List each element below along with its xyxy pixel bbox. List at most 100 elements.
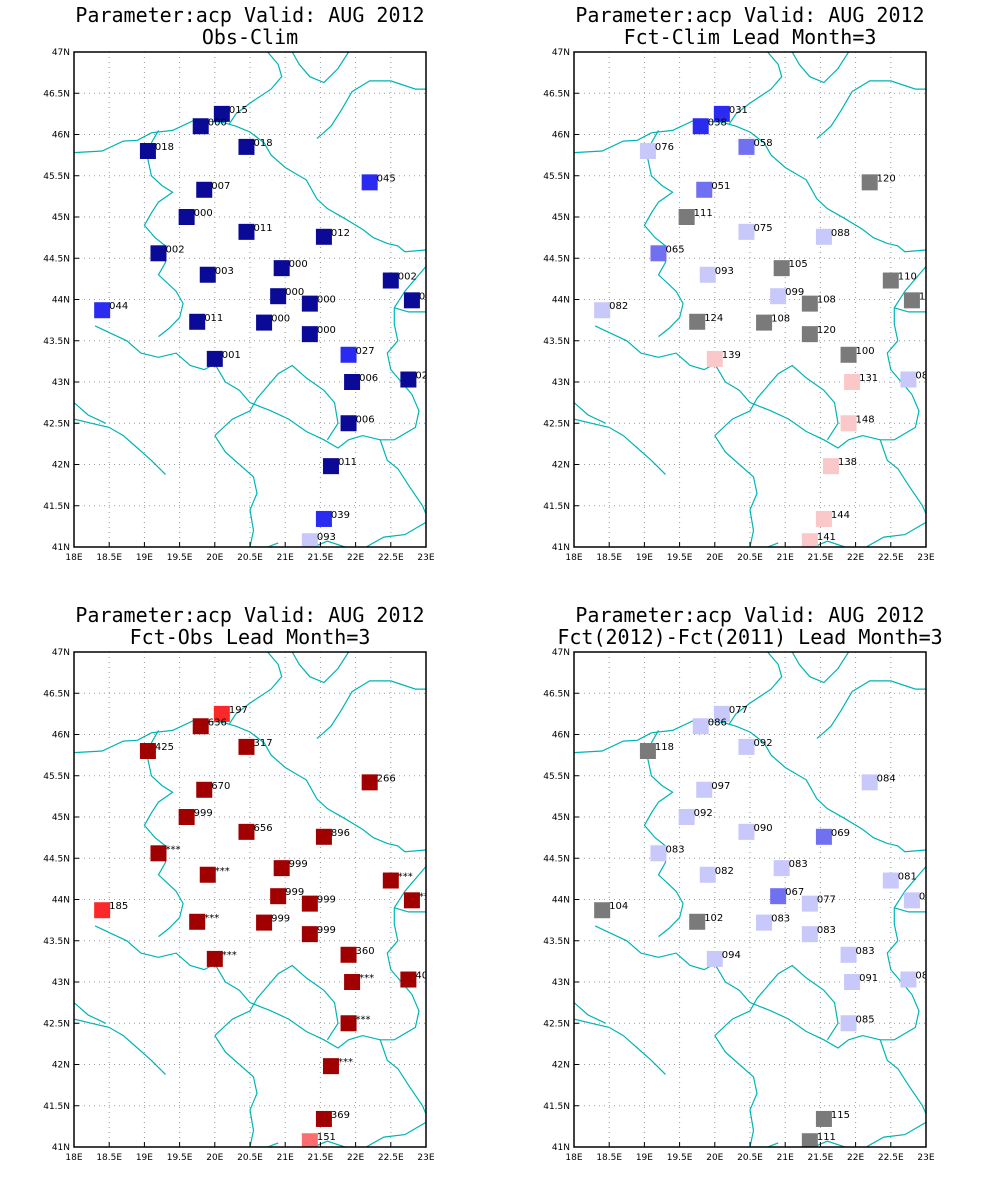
station-value-label: 151	[317, 1132, 336, 1143]
station-marker	[196, 181, 213, 198]
x-tick-label: 20E	[706, 1153, 723, 1163]
y-tick-label: 42.5N	[543, 419, 570, 429]
station-value-label: 083	[789, 859, 808, 870]
station-marker	[840, 946, 857, 963]
station-value-label: 001	[222, 350, 241, 361]
station-value-label: 000	[317, 325, 336, 336]
y-tick-label: 43N	[52, 378, 70, 388]
station-value-label: 007	[211, 181, 230, 192]
y-tick-label: 47N	[552, 48, 570, 58]
x-tick-label: 23E	[917, 1153, 934, 1163]
station-value-label: 015	[229, 105, 248, 116]
station-marker	[238, 738, 255, 755]
country-border	[394, 307, 426, 313]
station-value-label: 141	[817, 532, 836, 543]
y-tick-label: 45N	[52, 213, 70, 223]
country-border	[894, 307, 926, 313]
country-border	[574, 1018, 666, 1075]
station-marker	[900, 971, 917, 988]
station-marker	[256, 914, 273, 931]
y-tick-label: 41.5N	[43, 1102, 70, 1112]
x-tick-label: 22.5E	[878, 553, 904, 563]
station-value-label: 083	[665, 844, 684, 855]
station-marker	[738, 738, 755, 755]
y-tick-label: 42N	[552, 1061, 570, 1071]
x-tick-label: 21.5E	[808, 553, 834, 563]
country-border	[249, 402, 381, 449]
y-tick-label: 42N	[52, 461, 70, 471]
station-marker	[882, 872, 899, 889]
y-tick-label: 46N	[52, 131, 70, 141]
station-value-label: 138	[838, 457, 857, 468]
station-marker	[189, 313, 206, 330]
country-border	[74, 119, 426, 253]
station-marker	[196, 781, 213, 798]
station-marker	[706, 950, 723, 967]
y-tick-label: 45N	[552, 813, 570, 823]
country-border	[379, 1039, 426, 1115]
y-tick-label: 41N	[552, 543, 570, 553]
station-value-label: 999	[194, 808, 213, 819]
station-value-label: ***	[204, 913, 219, 924]
x-tick-label: 21E	[277, 553, 294, 563]
y-tick-label: 45.5N	[43, 772, 70, 782]
station-value-label: 076	[655, 142, 674, 153]
station-value-label: 011	[338, 457, 357, 468]
y-tick-label: 45N	[52, 813, 70, 823]
country-border	[594, 325, 751, 403]
station-marker	[801, 1133, 818, 1147]
station-marker	[756, 914, 773, 931]
station-value-label: 000	[271, 314, 290, 325]
station-marker	[400, 371, 417, 388]
y-tick-label: 45N	[552, 213, 570, 223]
station-marker	[903, 892, 920, 909]
station-value-label: 045	[377, 173, 396, 184]
station-value-label: 084	[877, 773, 896, 784]
station-marker	[361, 174, 378, 191]
station-marker	[770, 288, 787, 305]
station-value-label: 069	[831, 828, 850, 839]
station-marker	[699, 266, 716, 283]
x-tick-label: 21.5E	[808, 1153, 834, 1163]
y-tick-label: 44.5N	[43, 854, 70, 864]
x-tick-label: 21E	[777, 553, 794, 563]
country-border	[714, 364, 839, 441]
station-marker	[322, 458, 339, 475]
x-tick-label: 20E	[706, 553, 723, 563]
x-tick-label: 22E	[347, 553, 364, 563]
country-border	[879, 1039, 926, 1115]
station-marker	[301, 533, 318, 547]
x-tick-label: 21E	[777, 1153, 794, 1163]
station-value-label: 081	[898, 872, 917, 883]
country-border	[74, 418, 166, 475]
station-value-label: 111	[694, 208, 713, 219]
station-marker	[713, 705, 730, 722]
station-marker	[189, 913, 206, 930]
station-marker	[150, 245, 167, 262]
station-marker	[340, 415, 357, 432]
station-value-label: 075	[753, 223, 772, 234]
y-tick-label: 44.5N	[543, 854, 570, 864]
y-tick-label: 43.5N	[543, 937, 570, 947]
country-border	[714, 1035, 758, 1147]
station-marker	[801, 895, 818, 912]
station-marker	[94, 902, 111, 919]
station-value-label: 080	[915, 971, 934, 982]
country-border	[214, 1035, 258, 1147]
station-value-label: 086	[708, 717, 727, 728]
y-tick-label: 41.5N	[543, 502, 570, 512]
country-border	[393, 866, 426, 941]
station-marker	[903, 292, 920, 309]
country-border	[791, 52, 850, 84]
y-tick-label: 41N	[52, 1143, 70, 1153]
station-value-label: 058	[753, 138, 772, 149]
station-marker	[178, 209, 195, 225]
station-marker	[738, 138, 755, 155]
country-border	[393, 266, 426, 341]
country-border	[880, 340, 920, 441]
panel-subtitle: Fct-Obs Lead Month=3	[130, 625, 371, 649]
station-marker	[678, 809, 695, 825]
station-value-label: 012	[331, 228, 350, 239]
station-value-label: 108	[771, 314, 790, 325]
station-value-label: 003	[215, 266, 234, 277]
